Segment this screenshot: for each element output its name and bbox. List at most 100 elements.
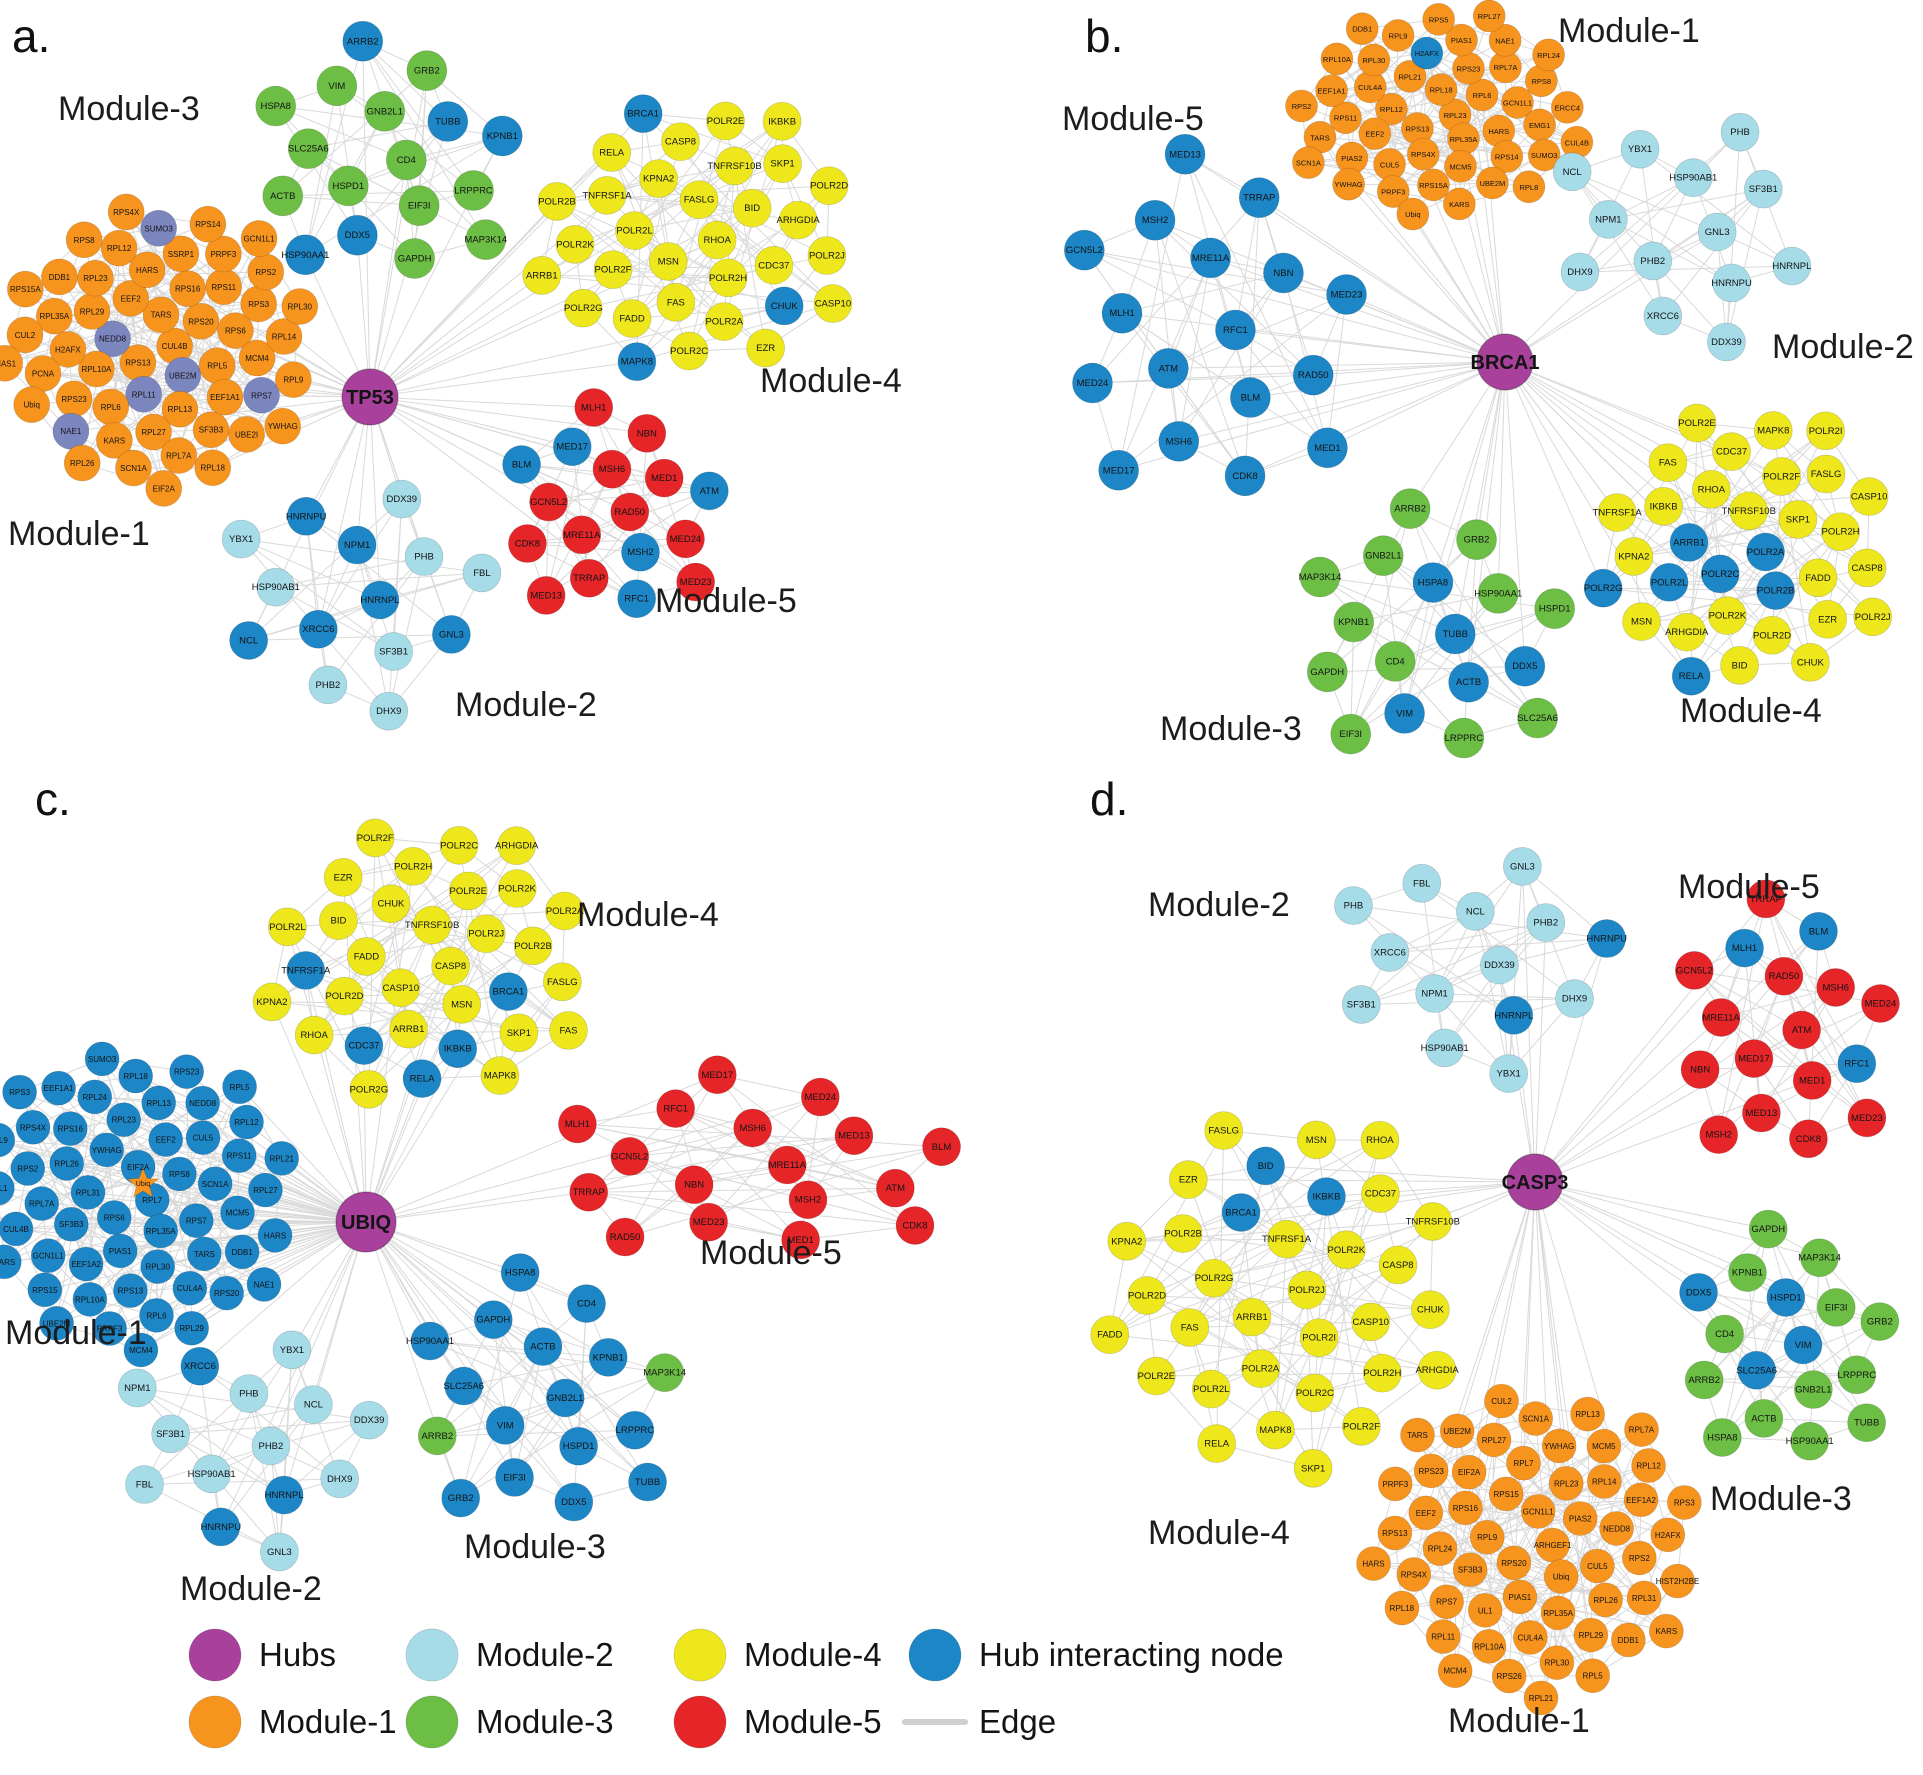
network-node[interactable] — [485, 1406, 525, 1445]
network-node[interactable] — [1410, 36, 1444, 70]
network-node[interactable] — [562, 515, 602, 555]
network-node[interactable] — [342, 20, 384, 62]
network-node[interactable] — [639, 159, 678, 198]
network-node[interactable] — [1517, 697, 1558, 739]
network-node[interactable] — [1790, 1421, 1830, 1461]
network-node[interactable] — [1238, 177, 1280, 219]
network-node[interactable] — [621, 532, 660, 572]
network-node[interactable] — [1230, 377, 1271, 418]
network-node[interactable] — [1488, 1476, 1524, 1512]
network-node[interactable] — [13, 386, 51, 424]
network-node[interactable] — [169, 270, 207, 307]
network-node[interactable] — [1107, 1221, 1147, 1261]
network-node[interactable] — [1494, 995, 1534, 1035]
network-node[interactable] — [308, 665, 348, 705]
network-node[interactable] — [431, 946, 470, 986]
star-node[interactable] — [126, 1167, 160, 1198]
network-node[interactable] — [180, 1346, 220, 1386]
network-node[interactable] — [1720, 646, 1759, 685]
network-node[interactable] — [264, 1475, 304, 1515]
network-node[interactable] — [480, 1056, 520, 1095]
network-node[interactable] — [781, 1220, 820, 1260]
network-node[interactable] — [508, 524, 547, 563]
network-node[interactable] — [1626, 1580, 1662, 1616]
network-node[interactable] — [1357, 43, 1391, 77]
network-node[interactable] — [1410, 1290, 1450, 1329]
network-node[interactable] — [1597, 493, 1637, 532]
network-node[interactable] — [628, 1462, 667, 1502]
network-node[interactable] — [10, 1151, 46, 1186]
network-node[interactable] — [588, 1337, 628, 1377]
network-node[interactable] — [325, 976, 364, 1016]
network-node[interactable] — [627, 413, 667, 453]
network-node[interactable] — [72, 1281, 108, 1317]
network-node[interactable] — [107, 193, 145, 231]
network-node[interactable] — [0, 344, 24, 382]
network-node[interactable] — [78, 350, 115, 388]
network-node[interactable] — [1860, 1302, 1900, 1341]
network-node[interactable] — [1163, 1214, 1203, 1253]
network-node[interactable] — [162, 235, 200, 273]
network-node[interactable] — [648, 242, 688, 281]
network-node[interactable] — [563, 288, 603, 328]
network-node[interactable] — [1293, 1448, 1333, 1488]
network-node[interactable] — [645, 1353, 685, 1392]
network-node[interactable] — [1752, 615, 1792, 655]
network-node[interactable] — [1422, 1531, 1458, 1566]
network-node[interactable] — [1541, 1428, 1577, 1464]
network-node[interactable] — [922, 1127, 961, 1167]
network-node[interactable] — [316, 65, 358, 107]
network-node[interactable] — [197, 1166, 233, 1202]
network-node[interactable] — [294, 1015, 334, 1055]
network-node[interactable] — [100, 229, 138, 267]
network-node[interactable] — [0, 1211, 34, 1247]
network-node[interactable] — [1373, 148, 1406, 181]
network-node[interactable] — [1422, 3, 1456, 36]
network-node[interactable] — [1443, 717, 1485, 759]
network-node[interactable] — [206, 378, 244, 416]
network-node[interactable] — [1512, 170, 1546, 204]
network-node[interactable] — [49, 1146, 85, 1181]
network-node[interactable] — [185, 1120, 221, 1155]
network-node[interactable] — [192, 1454, 231, 1494]
network-node[interactable] — [1550, 90, 1584, 124]
network-node[interactable] — [1504, 645, 1546, 687]
hub-node-brca1[interactable] — [1476, 333, 1534, 391]
network-node[interactable] — [349, 1070, 389, 1109]
network-node[interactable] — [554, 1482, 594, 1522]
network-node[interactable] — [473, 1300, 513, 1340]
network-node[interactable] — [123, 1332, 159, 1368]
network-node[interactable] — [198, 347, 236, 384]
network-node[interactable] — [679, 180, 719, 220]
network-node[interactable] — [1168, 1160, 1208, 1199]
network-node[interactable] — [481, 115, 523, 157]
network-node[interactable] — [221, 519, 261, 559]
network-node[interactable] — [559, 1426, 598, 1466]
network-node[interactable] — [767, 1145, 807, 1185]
network-node[interactable] — [1329, 101, 1362, 135]
network-node[interactable] — [1806, 454, 1846, 494]
network-node[interactable] — [117, 1368, 157, 1408]
network-node[interactable] — [1712, 263, 1751, 303]
network-node[interactable] — [1469, 1519, 1505, 1555]
network-node[interactable] — [1560, 252, 1600, 292]
network-node[interactable] — [404, 537, 444, 576]
network-node[interactable] — [495, 1458, 534, 1497]
network-node[interactable] — [1299, 556, 1341, 598]
network-node[interactable] — [1746, 532, 1785, 572]
network-node[interactable] — [1413, 1202, 1453, 1241]
network-node[interactable] — [1484, 1383, 1519, 1419]
network-node[interactable] — [1523, 1680, 1559, 1716]
network-node[interactable] — [1766, 1278, 1806, 1317]
network-node[interactable] — [160, 437, 198, 474]
network-node[interactable] — [1333, 601, 1375, 643]
network-node[interactable] — [1425, 1619, 1461, 1654]
network-node[interactable] — [1472, 0, 1506, 33]
network-node[interactable] — [96, 1200, 132, 1235]
network-node[interactable] — [1744, 1399, 1784, 1438]
network-node[interactable] — [1586, 1428, 1622, 1464]
network-node[interactable] — [1669, 523, 1709, 562]
network-node[interactable] — [1648, 443, 1688, 483]
network-node[interactable] — [125, 375, 163, 413]
network-node[interactable] — [1762, 457, 1801, 496]
